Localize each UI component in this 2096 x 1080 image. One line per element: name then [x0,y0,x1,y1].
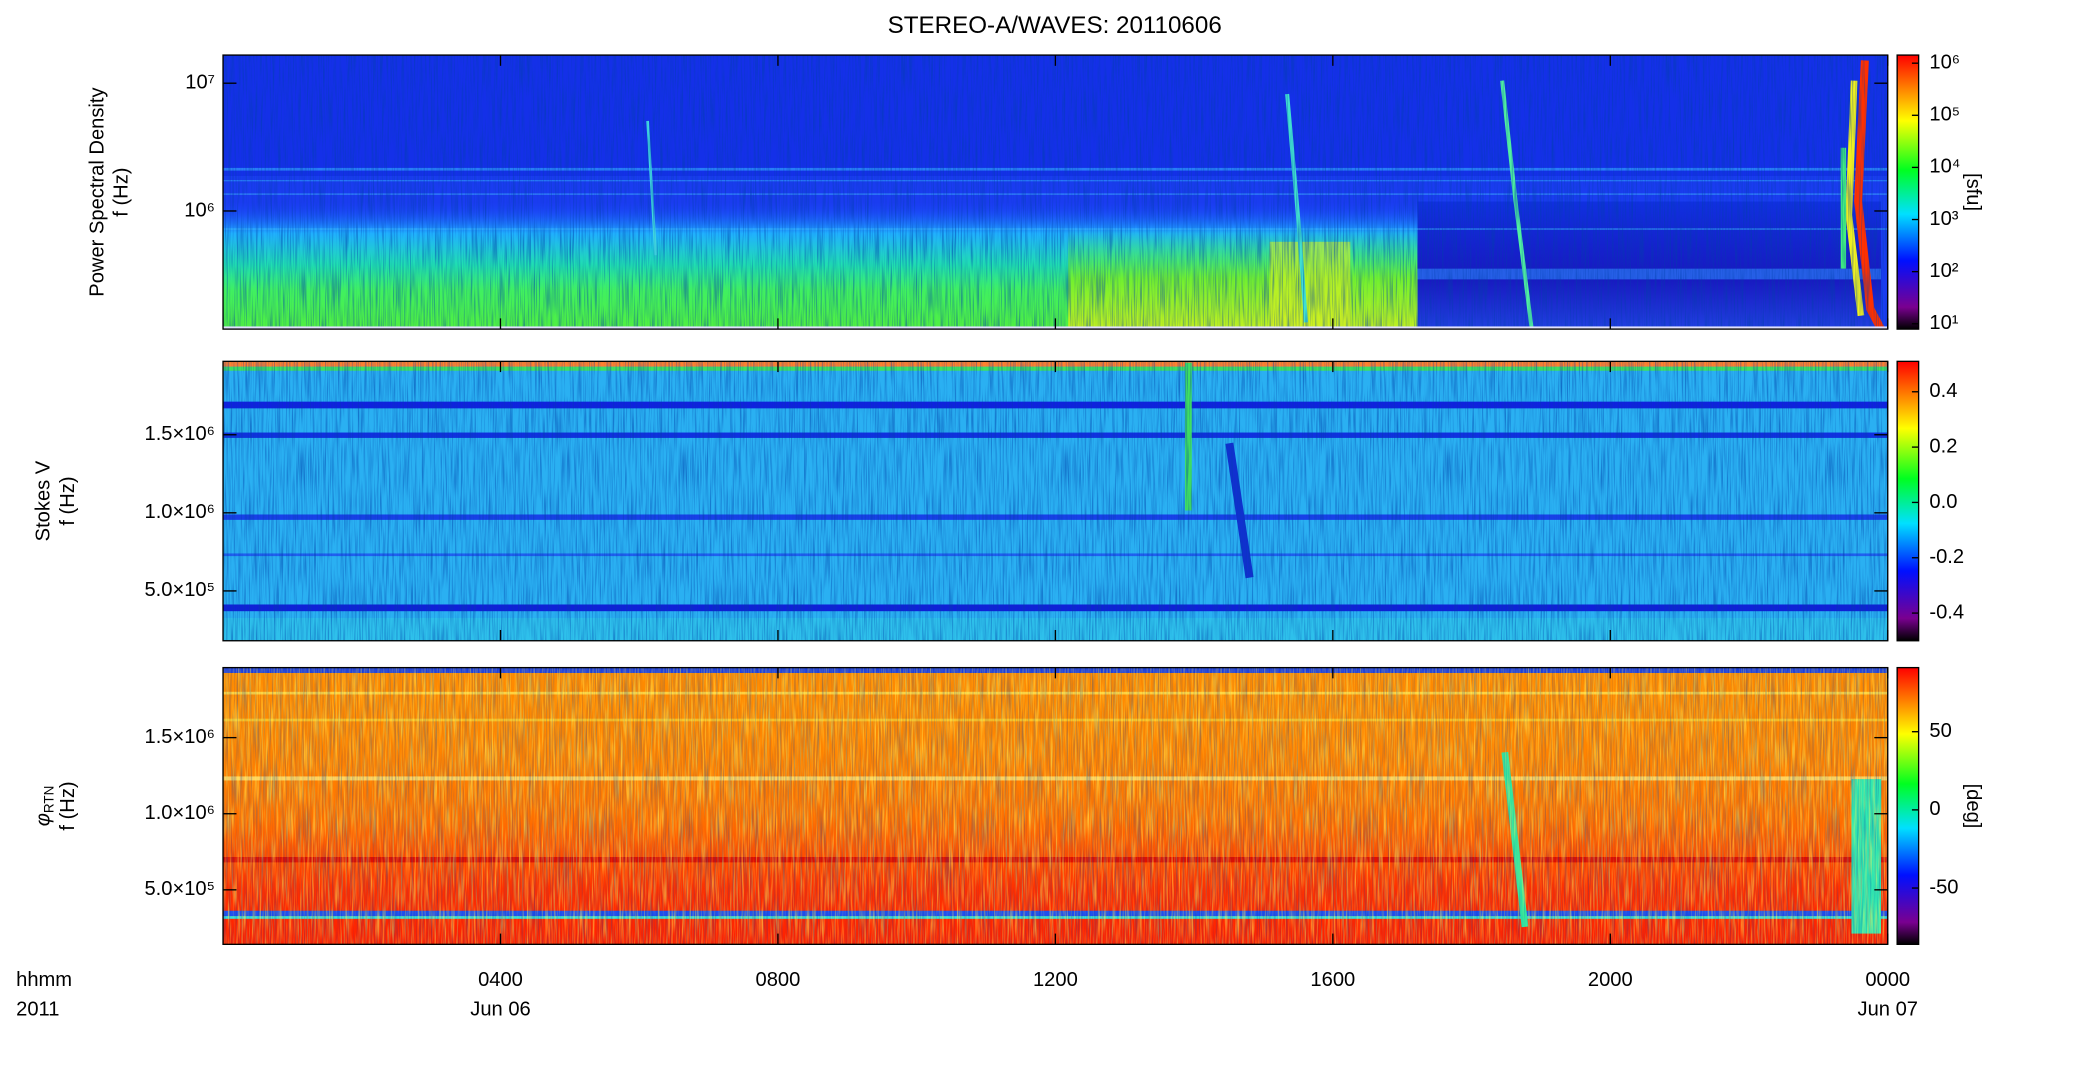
colorbar-tick-label: -0.4 [1929,601,1964,623]
colorbar-tick-label: 10⁶ [1929,52,1960,74]
colorbar-tick-label: -50 [1929,876,1958,898]
colorbar-tick-label: 10¹ [1929,312,1958,334]
y-tick-label: 10⁶ [184,199,215,221]
x-axis-label: hhmm [16,969,72,991]
colorbar [1896,666,1920,945]
y-tick-label: 10⁷ [185,72,215,94]
y-axis-subscript: RTN [41,786,56,813]
y-axis-label: f (Hz) [57,476,79,525]
colorbar-tick-label: 10² [1929,260,1958,282]
chart-title: STEREO-A/WAVES: 20110606 [888,12,1222,39]
x-tick-label: 0400 [478,969,523,991]
date-label: Jun 06 [470,998,530,1020]
colorbar-tick-label: -0.2 [1929,546,1964,568]
colorbar-tick-label: 50 [1929,720,1951,742]
colorbar [1896,54,1920,330]
colorbar-tick-label: 10³ [1929,208,1958,230]
date-label: Jun 07 [1857,998,1917,1020]
year-label: 2011 [16,998,59,1020]
colorbar-tick-label: 0.2 [1929,435,1957,457]
colorbar-tick-label: 0.0 [1929,491,1957,513]
y-tick-label: 5.0×10⁵ [144,878,215,900]
y-tick-label: 1.0×10⁶ [145,802,215,824]
colorbar-label: [sfu] [1962,173,1984,211]
x-tick-label: 1200 [1033,969,1078,991]
x-tick-label: 1600 [1310,969,1355,991]
y-axis-label: f (Hz) [57,781,79,830]
colorbar-label: [deg] [1962,784,1984,829]
phase-image [223,667,1888,945]
colorbar-tick-label: 10⁵ [1929,104,1960,126]
x-tick-label: 0800 [756,969,801,991]
colorbar-tick-label: 0 [1929,798,1940,820]
colorbar-tick-label: 10⁴ [1929,156,1960,178]
y-tick-label: 1.0×10⁶ [145,501,215,523]
spectrogram-image [223,55,1888,330]
x-tick-label: 0000 [1865,969,1910,991]
stokes-image [223,361,1888,641]
y-axis-label: φRTN [33,786,57,826]
y-tick-label: 1.5×10⁶ [145,423,215,445]
y-axis-label: Stokes V [33,460,55,541]
y-axis-label: f (Hz) [111,167,133,216]
x-tick-label: 2000 [1588,969,1633,991]
y-axis-label: Power Spectral Density [86,87,108,297]
y-tick-label: 1.5×10⁶ [145,726,215,748]
colorbar-tick-label: 0.4 [1929,380,1957,402]
y-tick-label: 5.0×10⁵ [144,579,215,601]
y-axis-symbol: φ [33,813,55,826]
colorbar [1896,360,1920,642]
